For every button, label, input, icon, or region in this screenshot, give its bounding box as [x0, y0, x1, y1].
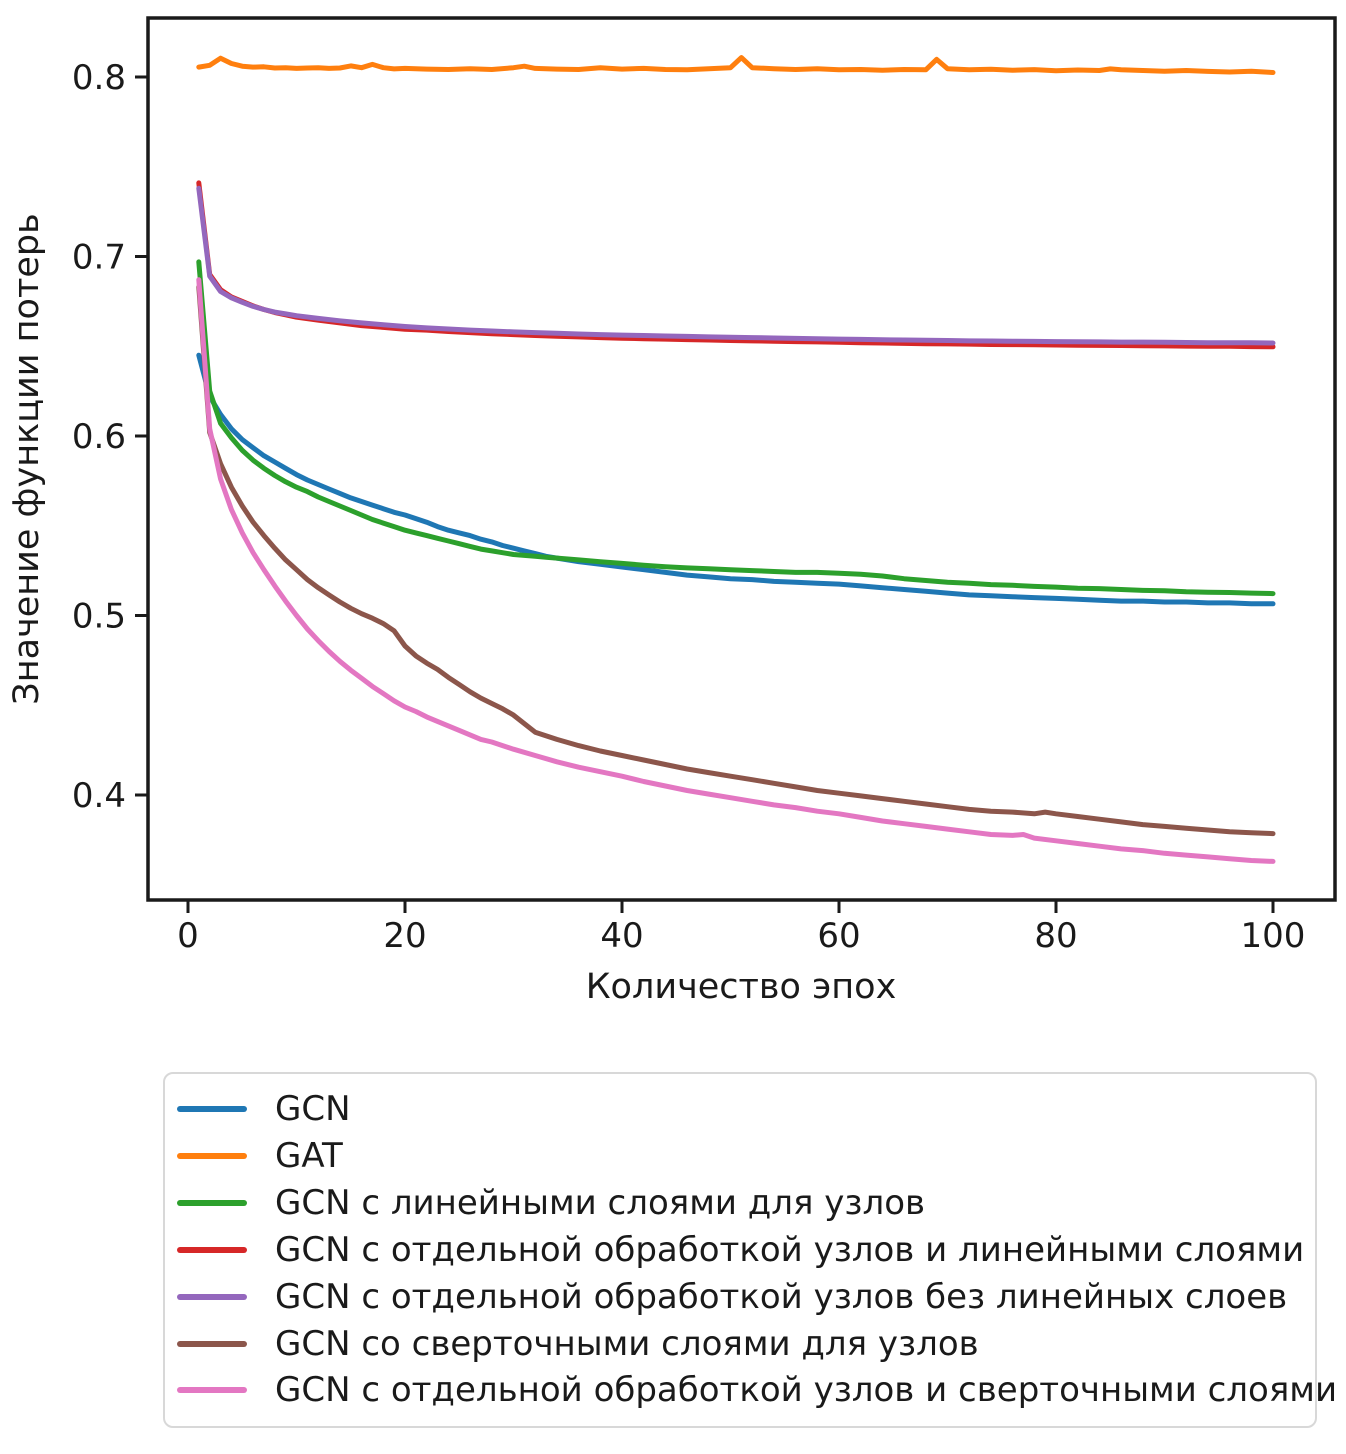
- series-lines: [196, 55, 1276, 864]
- legend-label: GCN с линейными слоями для узлов: [275, 1183, 926, 1224]
- x-axis-title: Количество эпох: [586, 967, 897, 1007]
- y-axis-ticks: 0.4 0.5 0.6 0.7 0.8: [72, 58, 148, 816]
- x-tick-label: 80: [1034, 916, 1077, 956]
- y-tick-label: 0.6: [72, 417, 126, 457]
- y-tick-label: 0.4: [72, 776, 126, 816]
- legend-label: GCN со сверточными слоями для узлов: [275, 1323, 979, 1364]
- legend-label: GCN с отдельной обработкой узлов без лин…: [275, 1276, 1288, 1317]
- y-tick-label: 0.7: [72, 238, 126, 278]
- legend-item: GCN: [177, 1087, 1301, 1131]
- legend-label: GCN с отдельной обработкой узлов и сверт…: [275, 1370, 1338, 1411]
- series-line-4: [196, 185, 1276, 346]
- legend-item: GCN с линейными слоями для узлов: [177, 1181, 1301, 1225]
- legend-line-swatch: [177, 1200, 247, 1207]
- legend-item: GAT: [177, 1134, 1301, 1178]
- x-axis-ticks: 0 20 40 60 80 100: [177, 900, 1305, 956]
- series-line-5: [196, 284, 1276, 837]
- legend: GCN GAT GCN с линейными слоями для узлов GC…: [163, 1072, 1337, 1428]
- x-tick-label: 40: [600, 916, 643, 956]
- legend-label: GCN: [275, 1089, 351, 1130]
- plot-frame: [146, 16, 1337, 902]
- y-axis-title: Значение функции потерь: [7, 213, 47, 704]
- series-line-1: [196, 55, 1276, 75]
- legend-line-swatch: [177, 1387, 247, 1394]
- legend-line-swatch: [177, 1246, 247, 1253]
- legend-line-swatch: [177, 1106, 247, 1113]
- legend-label: GCN с отдельной обработкой узлов и линей…: [275, 1229, 1305, 1270]
- legend-item: GCN со сверточными слоями для узлов: [177, 1322, 1301, 1366]
- x-tick-label: 60: [817, 916, 860, 956]
- x-tick-label: 0: [177, 916, 199, 956]
- legend-label: GAT: [275, 1136, 343, 1177]
- series-line-6: [196, 277, 1276, 864]
- legend-line-swatch: [177, 1293, 247, 1300]
- legend-line-swatch: [177, 1340, 247, 1347]
- legend-item: GCN с отдельной обработкой узлов и линей…: [177, 1228, 1305, 1272]
- series-line-0: [196, 352, 1276, 607]
- legend-item: GCN с отдельной обработкой узлов без лин…: [177, 1275, 1301, 1319]
- legend-line-swatch: [177, 1153, 247, 1160]
- series-line-2: [196, 259, 1276, 597]
- y-tick-label: 0.5: [72, 597, 126, 637]
- x-tick-label: 20: [383, 916, 426, 956]
- x-tick-label: 100: [1241, 916, 1306, 956]
- loss-chart: 0 20 40 60 80 100 0.4 0.5 0.6 0.7 0.8 Количество …: [7, 16, 1337, 1007]
- legend-item: GCN с отдельной обработкой узлов и сверт…: [177, 1368, 1337, 1412]
- y-tick-label: 0.8: [72, 58, 126, 98]
